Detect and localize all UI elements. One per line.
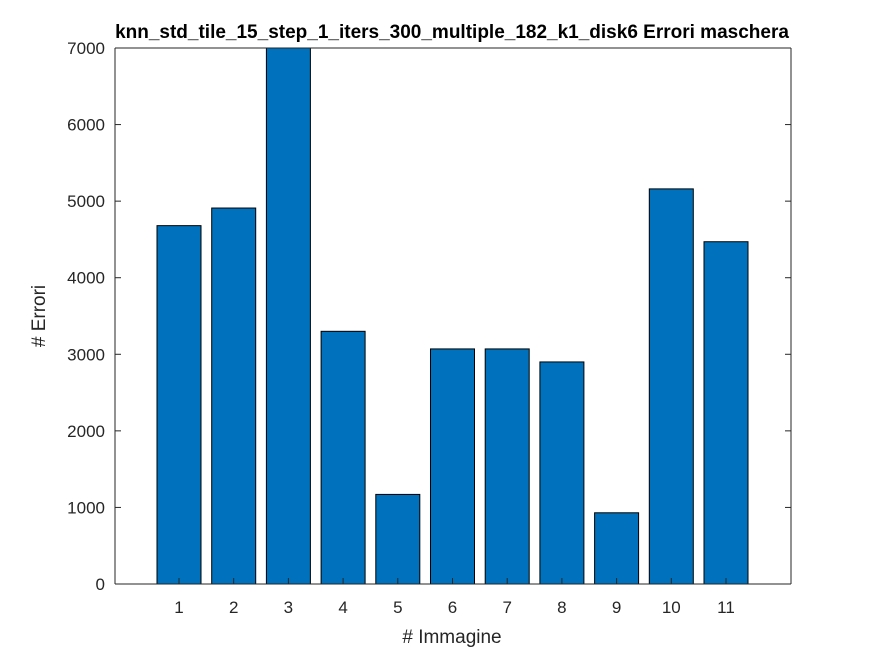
- y-tick-label-4000: 4000: [67, 269, 105, 288]
- bar-11: [703, 241, 749, 585]
- x-tick-label-4: 4: [338, 598, 347, 617]
- bar-6: [430, 348, 475, 585]
- x-tick-label-10: 10: [662, 598, 681, 617]
- y-tick-label-7000: 7000: [67, 39, 105, 58]
- y-tick-label-6000: 6000: [67, 116, 105, 135]
- y-tick-label-0: 0: [96, 575, 105, 594]
- bars-group: [156, 47, 749, 585]
- x-tick-label-7: 7: [502, 598, 511, 617]
- chart-title: knn_std_tile_15_step_1_iters_300_multipl…: [115, 22, 789, 43]
- bar-3: [265, 47, 311, 585]
- y-tick-label-3000: 3000: [67, 345, 105, 364]
- bar-2: [211, 207, 257, 585]
- bar-4: [320, 330, 366, 585]
- x-tick-label-6: 6: [448, 598, 457, 617]
- bar-9: [594, 512, 640, 585]
- x-tick-label-1: 1: [174, 598, 183, 617]
- y-axis-label: # Errori: [29, 285, 50, 347]
- y-tick-label-5000: 5000: [67, 192, 105, 211]
- x-tick-label-2: 2: [229, 598, 238, 617]
- x-axis-label: # Immagine: [402, 627, 501, 648]
- bar-8: [539, 361, 585, 585]
- x-tick-label-5: 5: [393, 598, 402, 617]
- x-tick-label-11: 11: [717, 598, 735, 617]
- bar-10: [648, 188, 694, 585]
- y-tick-label-2000: 2000: [67, 422, 105, 441]
- bar-1: [156, 225, 202, 585]
- x-ticks-group: 1 2 3 4 5 6 7 8 9 10 11: [174, 578, 735, 617]
- x-tick-label-8: 8: [557, 598, 566, 617]
- x-tick-label-9: 9: [612, 598, 621, 617]
- bar-5: [375, 493, 421, 585]
- y-ticks-group: 0 1000 2000 3000 4000 5000 6000 7000: [67, 39, 791, 594]
- y-tick-label-1000: 1000: [67, 498, 105, 517]
- x-tick-label-3: 3: [284, 598, 293, 617]
- bar-7: [484, 348, 530, 585]
